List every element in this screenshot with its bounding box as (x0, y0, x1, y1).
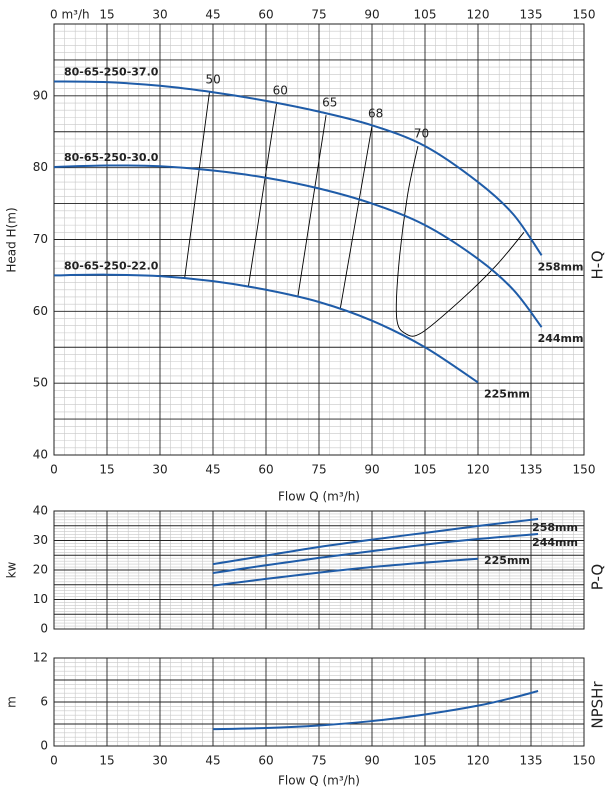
curve-label: 225mm (484, 554, 530, 567)
x2-tick-label: 90 (364, 8, 379, 22)
curve (212, 690, 539, 731)
x-tick-label: 135 (520, 754, 543, 768)
x2-tick-label: 0 m³/h (50, 8, 90, 22)
y-tick-label: 60 (33, 304, 48, 318)
x-axis-label: Flow Q (m³/h) (278, 774, 360, 788)
model-label: 80-65-250-22.0 (64, 259, 159, 272)
x-tick-label: 0 (50, 754, 58, 768)
x2-tick-label: 120 (467, 8, 490, 22)
y-tick-label: 90 (33, 88, 48, 102)
plot-frame (53, 510, 585, 630)
side-label: P-Q (589, 564, 607, 590)
plot-frame (53, 657, 585, 747)
efficiency-line (339, 125, 373, 310)
side-label: H-Q (589, 250, 607, 279)
y-tick-label: 30 (33, 533, 48, 547)
y-tick-label: 50 (33, 376, 48, 390)
x-tick-label: 0 (50, 463, 58, 477)
y-tick-label: 80 (33, 160, 48, 174)
curve-label: 258mm (538, 260, 584, 273)
x-tick-label: 105 (414, 463, 437, 477)
x2-tick-label: 45 (205, 8, 220, 22)
x-tick-label: 120 (467, 463, 490, 477)
efficiency-line (297, 115, 327, 298)
x-tick-label: 105 (414, 754, 437, 768)
x-tick-label: 60 (258, 463, 273, 477)
efficiency-label: 60 (273, 84, 288, 98)
y-tick-label: 10 (33, 592, 48, 606)
y-axis-label: m (5, 696, 19, 708)
x-tick-label: 15 (99, 754, 114, 768)
x2-tick-label: 105 (414, 8, 437, 22)
side-label: NPSHr (589, 681, 607, 729)
curve (53, 164, 543, 328)
x2-tick-label: 30 (152, 8, 167, 22)
x2-tick-label: 150 (573, 8, 596, 22)
curve-label: 258mm (532, 521, 578, 534)
efficiency-label: 68 (368, 107, 383, 121)
x-tick-label: 15 (99, 463, 114, 477)
x-axis-label: Flow Q (m³/h) (278, 490, 360, 504)
curve-label: 244mm (538, 332, 584, 345)
efficiency-line (184, 92, 210, 278)
model-label: 80-65-250-37.0 (64, 65, 159, 78)
efficiency-line (247, 102, 278, 287)
y-tick-label: 40 (33, 448, 48, 462)
y-tick-label: 40 (33, 504, 48, 518)
y-tick-label: 12 (33, 651, 48, 665)
x2-tick-label: 60 (258, 8, 273, 22)
curve (212, 557, 479, 587)
y-axis-label: Head H(m) (5, 207, 19, 272)
x-tick-label: 30 (152, 463, 167, 477)
x-tick-label: 60 (258, 754, 273, 768)
y-tick-label: 0 (40, 739, 48, 753)
x-tick-label: 75 (311, 754, 326, 768)
efficiency-label: 50 (205, 73, 220, 87)
x2-tick-label: 15 (99, 8, 114, 22)
x-tick-label: 150 (573, 754, 596, 768)
x-tick-label: 45 (205, 754, 220, 768)
curve-label: 225mm (484, 387, 530, 400)
model-label: 80-65-250-30.0 (64, 151, 159, 164)
efficiency-label: 65 (322, 96, 337, 110)
efficiency-label: 70 (414, 127, 429, 141)
y-tick-label: 70 (33, 232, 48, 246)
curve (53, 80, 543, 256)
curve (53, 273, 479, 384)
y-tick-label: 0 (40, 622, 48, 636)
x-tick-label: 90 (364, 754, 379, 768)
y-tick-label: 20 (33, 563, 48, 577)
plot-frame (53, 23, 585, 456)
x-tick-label: 45 (205, 463, 220, 477)
x2-tick-label: 75 (311, 8, 326, 22)
y-axis-label: kw (5, 561, 19, 578)
y-tick-label: 6 (40, 695, 48, 709)
curve-label: 244mm (532, 536, 578, 549)
x-tick-label: 30 (152, 754, 167, 768)
curve (212, 517, 539, 566)
curve (212, 533, 539, 574)
x-tick-label: 90 (364, 463, 379, 477)
x-tick-label: 150 (573, 463, 596, 477)
x2-tick-label: 135 (520, 8, 543, 22)
x-tick-label: 120 (467, 754, 490, 768)
x-tick-label: 135 (520, 463, 543, 477)
x-tick-label: 75 (311, 463, 326, 477)
